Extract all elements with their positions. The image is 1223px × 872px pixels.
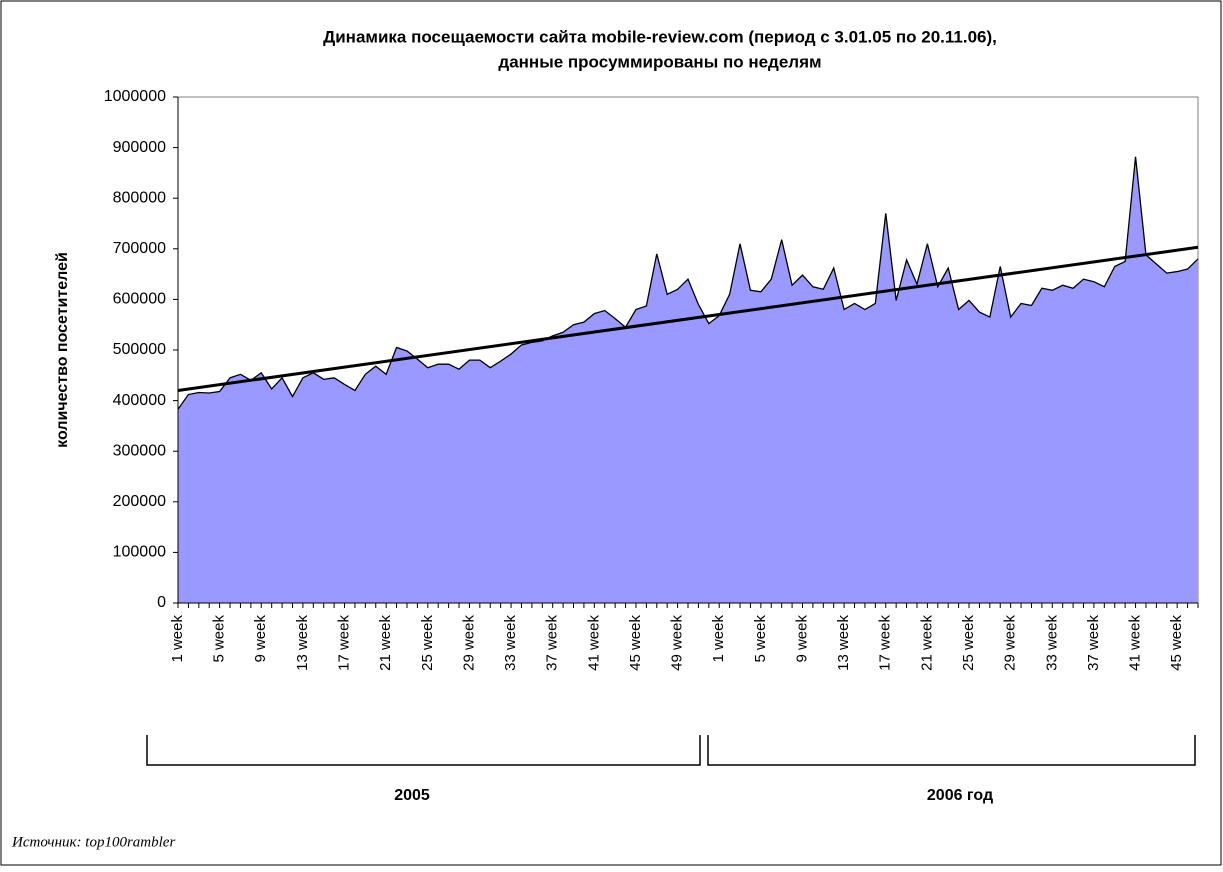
x-tick-label: 5 week [752,615,769,663]
x-tick-label: 41 week [585,615,602,671]
area [178,156,1198,603]
source: Источник: top100rambler [11,834,175,850]
chart-title: данные просуммированы по неделям [498,52,821,71]
group-bracket [146,735,1196,766]
y-axis-title: количество посетителей [54,252,71,448]
x-tick-label: 25 week [419,615,436,671]
y-tick-label: 700000 [113,240,166,257]
x-tick-label: 17 week [335,615,352,671]
x-tick-label: 45 week [627,615,644,671]
y-tick-label: 0 [157,594,166,611]
chart-title: Динамика посещаемости сайта mobile-revie… [323,27,997,46]
x-tick-label: 45 week [1168,615,1185,671]
group-label: 2006 год [927,787,993,804]
x-tick-label: 41 week [1127,615,1144,671]
x-tick-label: 33 week [1043,615,1060,671]
x-tick-label: 21 week [918,615,935,671]
x-tick-label: 13 week [294,615,311,671]
x-tick-label: 1 week [710,615,727,663]
x-tick-label: 49 week [669,615,686,671]
y-tick-label: 800000 [113,189,166,206]
x-tick-label: 17 week [877,615,894,671]
x-tick-label: 9 week [793,615,810,663]
x-tick-label: 29 week [460,615,477,671]
x-tick-label: 13 week [835,615,852,671]
x-tick-label: 1 week [169,615,186,663]
y-tick-label: 200000 [113,493,166,510]
y-tick-label: 600000 [113,291,166,308]
x-tick-label: 29 week [1002,615,1019,671]
x-tick-label: 37 week [1085,615,1102,671]
y-tick-label: 900000 [113,139,166,156]
x-tick-label: 37 week [544,615,561,671]
x-tick-label: 33 week [502,615,519,671]
x-tick-label: 25 week [960,615,977,671]
y-tick-label: 100000 [113,544,166,561]
trend-line [177,245,1199,392]
y-tick-label: 500000 [113,341,166,358]
y-tick-label: 300000 [113,442,166,459]
x-tick-label: 21 week [377,615,394,671]
line [177,156,1199,410]
y-tick-label: 400000 [113,392,166,409]
group-label: 2005 [394,787,430,804]
x-tick-label: 5 week [211,615,228,663]
y-tick-label: 1000000 [104,88,166,105]
x-tick-label: 9 week [252,615,269,663]
